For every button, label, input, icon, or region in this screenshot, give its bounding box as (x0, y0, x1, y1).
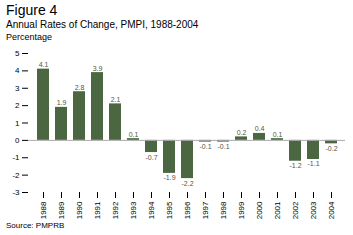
svg-text:0: 0 (15, 136, 20, 145)
svg-text:-3: -3 (12, 188, 20, 197)
svg-text:-1: -1 (12, 153, 20, 162)
svg-text:1: 1 (15, 119, 20, 128)
svg-text:1.9: 1.9 (57, 99, 67, 106)
html-text:Figure 4: Figure 4 (6, 2, 58, 18)
svg-text:2000: 2000 (255, 201, 264, 219)
svg-text:0.1: 0.1 (273, 131, 283, 138)
svg-text:5: 5 (15, 49, 20, 58)
svg-text:-1.2: -1.2 (289, 162, 301, 169)
svg-text:-2.2: -2.2 (181, 180, 193, 187)
html-text:Source: PMPRB: Source: PMPRB (6, 221, 65, 230)
svg-text:-0.1: -0.1 (199, 143, 211, 150)
svg-text:-1.1: -1.1 (307, 160, 319, 167)
svg-text:2001: 2001 (273, 201, 282, 219)
svg-text:1999: 1999 (237, 201, 246, 219)
svg-text:-1.9: -1.9 (163, 174, 175, 181)
svg-text:3: 3 (15, 84, 20, 93)
svg-text:4: 4 (15, 66, 20, 75)
svg-text:-0.7: -0.7 (145, 154, 157, 161)
html-text:Annual Rates of Change, PMPI,: Annual Rates of Change, PMPI, 1988-2004 (6, 19, 199, 30)
svg-text:1988: 1988 (39, 201, 48, 219)
svg-text:2: 2 (15, 101, 20, 110)
svg-text:0.4: 0.4 (255, 125, 265, 132)
svg-text:1989: 1989 (57, 201, 66, 219)
svg-text:1996: 1996 (183, 201, 192, 219)
svg-text:1995: 1995 (165, 201, 174, 219)
svg-text:0.2: 0.2 (237, 129, 247, 136)
svg-text:1992: 1992 (111, 201, 120, 219)
svg-text:2004: 2004 (327, 201, 336, 219)
svg-text:4.1: 4.1 (39, 61, 49, 68)
svg-text:3.9: 3.9 (93, 65, 103, 72)
svg-text:0.1: 0.1 (129, 131, 139, 138)
svg-text:2002: 2002 (291, 201, 300, 219)
svg-text:1994: 1994 (147, 201, 156, 219)
svg-text:1991: 1991 (93, 201, 102, 219)
svg-text:1990: 1990 (75, 201, 84, 219)
svg-text:1998: 1998 (219, 201, 228, 219)
svg-text:2.8: 2.8 (75, 84, 85, 91)
svg-text:-2: -2 (12, 171, 20, 180)
svg-text:2.1: 2.1 (111, 96, 121, 103)
svg-text:-0.1: -0.1 (217, 143, 229, 150)
svg-text:-0.2: -0.2 (325, 145, 337, 152)
svg-text:1993: 1993 (129, 201, 138, 219)
html-text:Percentage: Percentage (6, 32, 52, 42)
svg-text:2003: 2003 (309, 201, 318, 219)
svg-text:1997: 1997 (201, 201, 210, 219)
